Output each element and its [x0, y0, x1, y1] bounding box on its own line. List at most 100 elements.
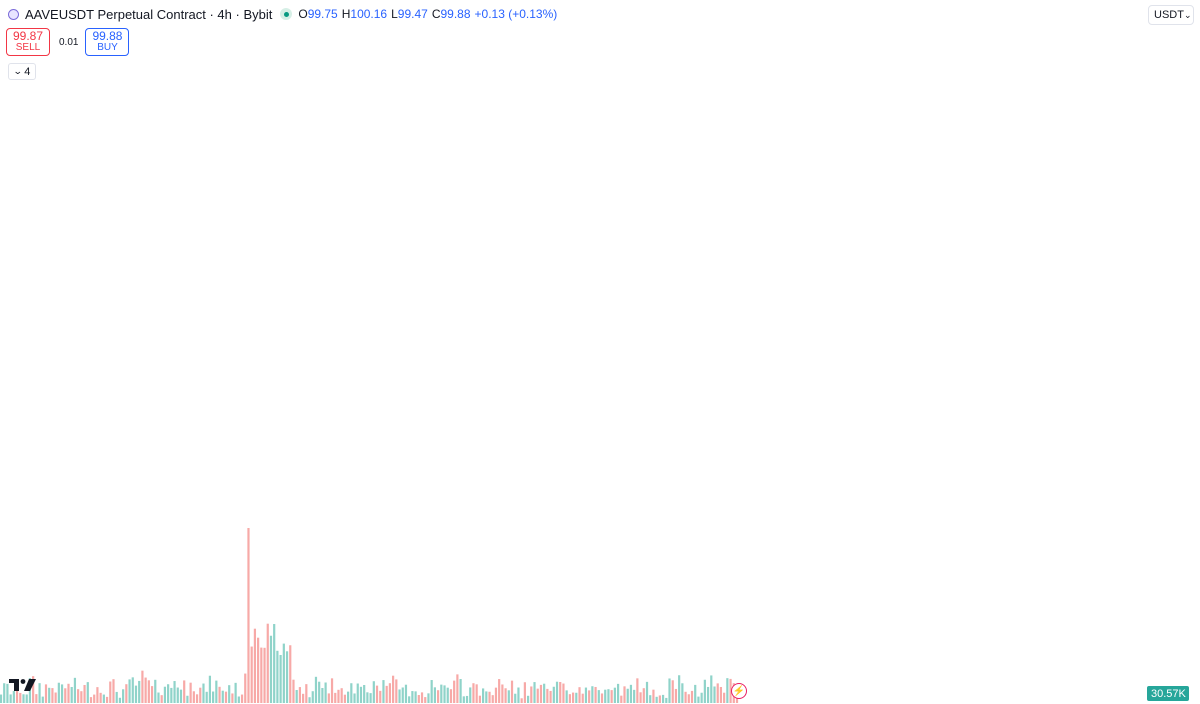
volume-bar — [86, 682, 89, 703]
volume-bar — [453, 680, 456, 703]
buy-button[interactable]: 99.88 BUY — [85, 28, 130, 56]
volume-bar — [475, 684, 478, 703]
volume-bar — [41, 696, 44, 703]
volume-bar — [102, 694, 105, 703]
volume-bar — [613, 687, 616, 703]
volume-bar — [3, 683, 6, 703]
volume-bar — [629, 684, 633, 703]
volume-bar — [633, 689, 636, 703]
volume-bar — [449, 689, 453, 703]
symbol-legend[interactable]: AAVEUSDT Perpetual Contract · 4h · Bybit… — [6, 4, 562, 24]
volume-bar — [517, 687, 520, 703]
volume-bar — [555, 681, 559, 703]
volume-bar — [658, 695, 661, 703]
volume-bar — [504, 688, 507, 703]
volume-bar — [350, 683, 353, 703]
volume-bar — [308, 697, 311, 703]
volume-bar — [173, 681, 176, 703]
volume-bar — [356, 683, 359, 703]
volume-bar — [366, 692, 369, 703]
market-open-status-icon[interactable] — [280, 8, 293, 20]
currency-select[interactable]: USDT ⌄ — [1148, 5, 1194, 25]
buy-label: BUY — [97, 42, 118, 53]
volume-bar — [266, 623, 269, 703]
volume-bar — [420, 692, 424, 703]
volume-bar — [32, 676, 35, 703]
volume-bar — [713, 686, 716, 703]
volume-bar — [186, 695, 189, 703]
volume-bar — [289, 645, 292, 703]
volume-bar — [44, 684, 48, 703]
volume-bar — [469, 687, 472, 703]
volume-bar — [260, 647, 263, 703]
volume-bar — [433, 687, 436, 703]
volume-bar — [523, 682, 526, 703]
volume-bar — [478, 695, 481, 703]
volume-bar — [147, 680, 150, 703]
volume-bar — [668, 678, 671, 703]
volume-bar — [665, 697, 668, 703]
volume-bar — [620, 695, 623, 703]
volume-bar — [195, 694, 199, 703]
volume-bar — [93, 694, 96, 703]
lightning-icon[interactable]: ⚡ — [731, 683, 747, 699]
volume-bar — [314, 676, 318, 703]
volume-bar — [678, 675, 681, 703]
volume-label: 30.57K — [1151, 688, 1187, 700]
volume-bar — [51, 688, 54, 703]
volume-bar — [417, 695, 420, 703]
volume-bar — [202, 683, 205, 703]
volume-bar — [96, 687, 99, 703]
volume-bar — [218, 686, 221, 703]
volume-bar — [565, 690, 568, 703]
volume-bar — [269, 635, 273, 703]
chevron-down-icon: ⌄ — [1183, 9, 1192, 20]
volume-bar — [22, 694, 25, 703]
volume-bar — [234, 682, 237, 703]
aave-logo-icon — [8, 8, 19, 20]
volume-bar — [19, 692, 22, 703]
volume-bar — [128, 679, 131, 703]
indicators-collapse-toggle[interactable]: ⌄ 4 — [8, 63, 36, 80]
volume-bar — [330, 678, 334, 703]
volume-bar — [700, 692, 703, 703]
volume-bar — [578, 687, 581, 703]
volume-bar — [253, 628, 257, 703]
price-change: +0.13 (+0.13%) — [474, 7, 558, 21]
volume-bar — [414, 691, 417, 703]
volume-bar — [285, 651, 289, 703]
volume-bar — [716, 683, 719, 703]
volume-bar — [571, 692, 575, 703]
volume-bar — [481, 688, 485, 703]
volume-bar — [228, 685, 231, 703]
volume-bar — [706, 686, 710, 703]
volume-bar — [118, 697, 122, 703]
volume-bar — [411, 691, 414, 703]
tradingview-logo-icon[interactable] — [9, 677, 37, 693]
volume-bar — [559, 682, 562, 703]
volume-bar — [48, 687, 51, 703]
volume-bar — [430, 680, 433, 703]
volume-bar — [395, 679, 398, 703]
volume-bar — [89, 697, 93, 703]
volume-bar — [642, 688, 645, 703]
sell-button[interactable]: 99.87 SELL — [6, 28, 50, 56]
volume-bar — [83, 684, 86, 703]
volume-badge — [1147, 686, 1189, 701]
volume-bar — [131, 677, 134, 703]
volume-bar — [671, 680, 674, 703]
spread-value: 0.01 — [59, 36, 79, 48]
volume-bar — [73, 677, 77, 703]
volume-bar — [462, 696, 465, 703]
volume-bar — [616, 683, 620, 703]
volume-bar — [703, 679, 706, 703]
volume-bar — [60, 684, 64, 703]
volume-bar — [15, 680, 19, 703]
symbol-title: AAVEUSDT Perpetual Contract · 4h · Bybit — [25, 6, 273, 22]
volume-bar — [510, 680, 514, 703]
volume-bar — [70, 686, 73, 703]
volume-bar — [562, 683, 565, 703]
volume-bar — [533, 682, 536, 703]
volume-bar — [167, 684, 170, 703]
